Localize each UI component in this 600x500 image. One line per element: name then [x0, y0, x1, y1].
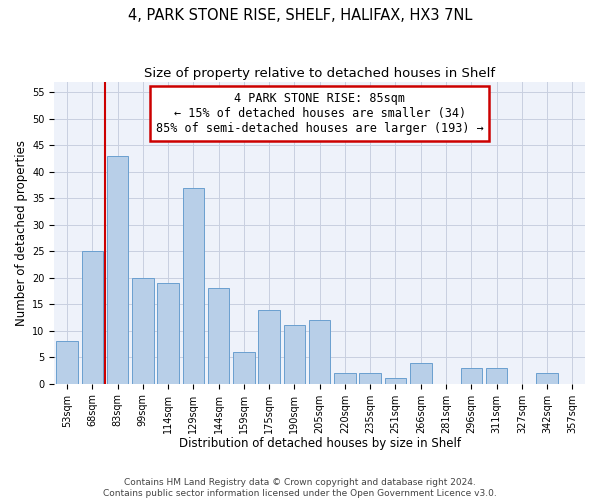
- Text: Contains HM Land Registry data © Crown copyright and database right 2024.
Contai: Contains HM Land Registry data © Crown c…: [103, 478, 497, 498]
- Text: 4, PARK STONE RISE, SHELF, HALIFAX, HX3 7NL: 4, PARK STONE RISE, SHELF, HALIFAX, HX3 …: [128, 8, 472, 22]
- Bar: [233, 352, 254, 384]
- Bar: [208, 288, 229, 384]
- Bar: [410, 362, 431, 384]
- Bar: [334, 373, 356, 384]
- X-axis label: Distribution of detached houses by size in Shelf: Distribution of detached houses by size …: [179, 437, 461, 450]
- Bar: [385, 378, 406, 384]
- Title: Size of property relative to detached houses in Shelf: Size of property relative to detached ho…: [144, 68, 495, 80]
- Bar: [107, 156, 128, 384]
- Bar: [182, 188, 204, 384]
- Bar: [82, 251, 103, 384]
- Bar: [132, 278, 154, 384]
- Y-axis label: Number of detached properties: Number of detached properties: [15, 140, 28, 326]
- Bar: [486, 368, 508, 384]
- Bar: [461, 368, 482, 384]
- Bar: [359, 373, 381, 384]
- Bar: [536, 373, 558, 384]
- Bar: [309, 320, 331, 384]
- Bar: [56, 342, 78, 384]
- Bar: [259, 310, 280, 384]
- Bar: [284, 326, 305, 384]
- Text: 4 PARK STONE RISE: 85sqm
← 15% of detached houses are smaller (34)
85% of semi-d: 4 PARK STONE RISE: 85sqm ← 15% of detach…: [156, 92, 484, 135]
- Bar: [157, 283, 179, 384]
